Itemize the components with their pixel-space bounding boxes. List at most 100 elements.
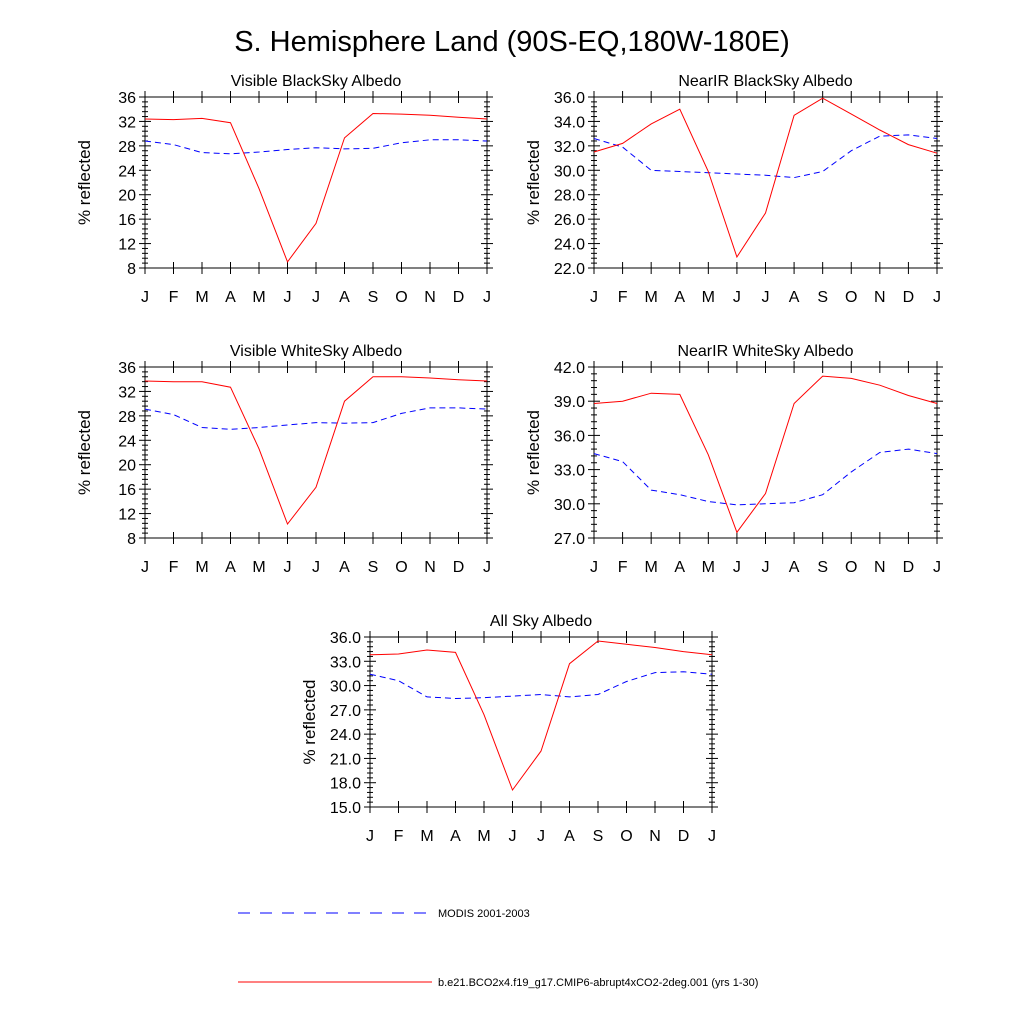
panel-5: All Sky Albedo 15.0 18.0 21.0 24.0 27.0 30.0 33… (300, 613, 718, 845)
y-tick-label: 30.0 (554, 163, 585, 180)
y-axis-label: % reflected (75, 410, 94, 495)
x-tick-label: J (141, 559, 149, 576)
y-tick-label: 34.0 (554, 114, 585, 131)
x-tick-label: S (368, 289, 379, 306)
x-tick-label: D (903, 559, 915, 576)
panel-1: Visible BlackSky Albedo 8 12 16 20 24 28 32 36 J F… (75, 73, 493, 306)
y-tick-label: 30.0 (330, 679, 361, 696)
y-tick-label: 24 (118, 163, 136, 180)
y-tick-label: 12 (118, 237, 136, 254)
x-tick-label: J (141, 289, 149, 306)
y-axis-label: % reflected (524, 140, 543, 225)
legend-label-model: b.e21.BCO2x4.f19_g17.CMIP6-abrupt4xCO2-2… (438, 977, 758, 989)
y-tick-label: 32 (118, 114, 136, 131)
series-line-model (144, 376, 488, 526)
y-tick-label: 27.0 (554, 531, 585, 548)
x-tick-label: J (708, 828, 716, 845)
x-tick-label: J (590, 289, 598, 306)
series-line-model (593, 375, 938, 534)
x-tick-label: J (762, 289, 770, 306)
x-tick-label: J (483, 289, 491, 306)
x-tick-label: N (649, 828, 661, 845)
y-tick-label: 36 (118, 360, 136, 377)
y-tick-label: 22.0 (554, 261, 585, 278)
x-tick-label: S (593, 828, 604, 845)
series-line-modis (593, 134, 938, 179)
panels: Visible BlackSky Albedo 8 12 16 20 24 28 32 36 J F… (75, 73, 943, 845)
x-tick-label: J (933, 289, 941, 306)
x-tick-label: A (674, 559, 685, 576)
x-tick-label: A (450, 828, 461, 845)
y-tick-label: 36.0 (330, 630, 361, 647)
x-tick-label: J (366, 828, 374, 845)
x-tick-label: M (420, 828, 433, 845)
y-tick-label: 32.0 (554, 139, 585, 156)
panel-title: Visible WhiteSky Albedo (230, 343, 402, 360)
x-tick-label: M (252, 289, 265, 306)
y-tick-label: 36 (118, 90, 136, 107)
x-tick-label: M (252, 559, 265, 576)
y-tick-label: 36.0 (554, 428, 585, 445)
x-tick-label: M (645, 559, 658, 576)
panel-3: Visible WhiteSky Albedo 8 12 16 20 24 28 32 36 J F… (75, 343, 493, 576)
y-axis-label: % reflected (300, 679, 319, 764)
x-tick-label: M (702, 559, 715, 576)
series-line-modis (593, 448, 938, 506)
x-tick-label: A (789, 559, 800, 576)
series-line-model (369, 640, 713, 792)
x-tick-label: N (424, 289, 436, 306)
y-tick-label: 36.0 (554, 90, 585, 107)
x-tick-label: A (789, 289, 800, 306)
x-tick-label: J (483, 559, 491, 576)
plot-frame (144, 96, 488, 269)
y-tick-label: 21.0 (330, 751, 361, 768)
x-tick-label: O (395, 559, 407, 576)
y-tick-label: 8 (127, 261, 136, 278)
x-tick-label: J (312, 559, 320, 576)
x-tick-label: J (762, 559, 770, 576)
series-line-model (144, 112, 488, 263)
y-tick-label: 8 (127, 531, 136, 548)
x-tick-label: F (618, 559, 628, 576)
y-tick-label: 15.0 (330, 800, 361, 817)
panel-2: NearIR BlackSky Albedo 22.0 24.0 26.0 28.0 30… (524, 73, 943, 306)
x-tick-label: S (817, 289, 828, 306)
y-tick-label: 26.0 (554, 212, 585, 229)
x-tick-label: F (618, 289, 628, 306)
x-tick-label: D (678, 828, 690, 845)
x-tick-label: D (903, 289, 915, 306)
x-tick-label: A (674, 289, 685, 306)
y-tick-label: 32 (118, 384, 136, 401)
y-axis-label: % reflected (75, 140, 94, 225)
panel-4: NearIR WhiteSky Albedo 27.0 30.0 33.0 36.0 39… (524, 343, 943, 576)
y-tick-label: 33.0 (554, 463, 585, 480)
x-tick-label: A (225, 559, 236, 576)
x-tick-label: M (195, 559, 208, 576)
x-tick-label: A (225, 289, 236, 306)
x-tick-label: S (368, 559, 379, 576)
x-tick-label: J (284, 289, 292, 306)
y-tick-label: 24 (118, 433, 136, 450)
x-tick-label: N (874, 289, 886, 306)
panel-title: Visible BlackSky Albedo (231, 73, 402, 90)
y-tick-label: 28 (118, 409, 136, 426)
y-tick-label: 16 (118, 212, 136, 229)
y-tick-label: 30.0 (554, 497, 585, 514)
plot-frame (144, 366, 488, 539)
x-tick-label: F (169, 559, 179, 576)
series-line-model (593, 97, 938, 259)
y-tick-label: 39.0 (554, 394, 585, 411)
x-tick-label: F (169, 289, 179, 306)
y-tick-label: 24.0 (554, 237, 585, 254)
y-tick-label: 12 (118, 507, 136, 524)
figure-title: S. Hemisphere Land (90S-EQ,180W-180E) (234, 26, 790, 58)
panel-title: NearIR WhiteSky Albedo (677, 343, 853, 360)
series-line-modis (144, 139, 488, 155)
x-tick-label: J (537, 828, 545, 845)
x-tick-label: J (733, 559, 741, 576)
legend-label-modis: MODIS 2001-2003 (438, 908, 530, 920)
x-tick-label: J (312, 289, 320, 306)
y-tick-label: 16 (118, 482, 136, 499)
plot-frame (369, 636, 713, 808)
x-tick-label: N (424, 559, 436, 576)
